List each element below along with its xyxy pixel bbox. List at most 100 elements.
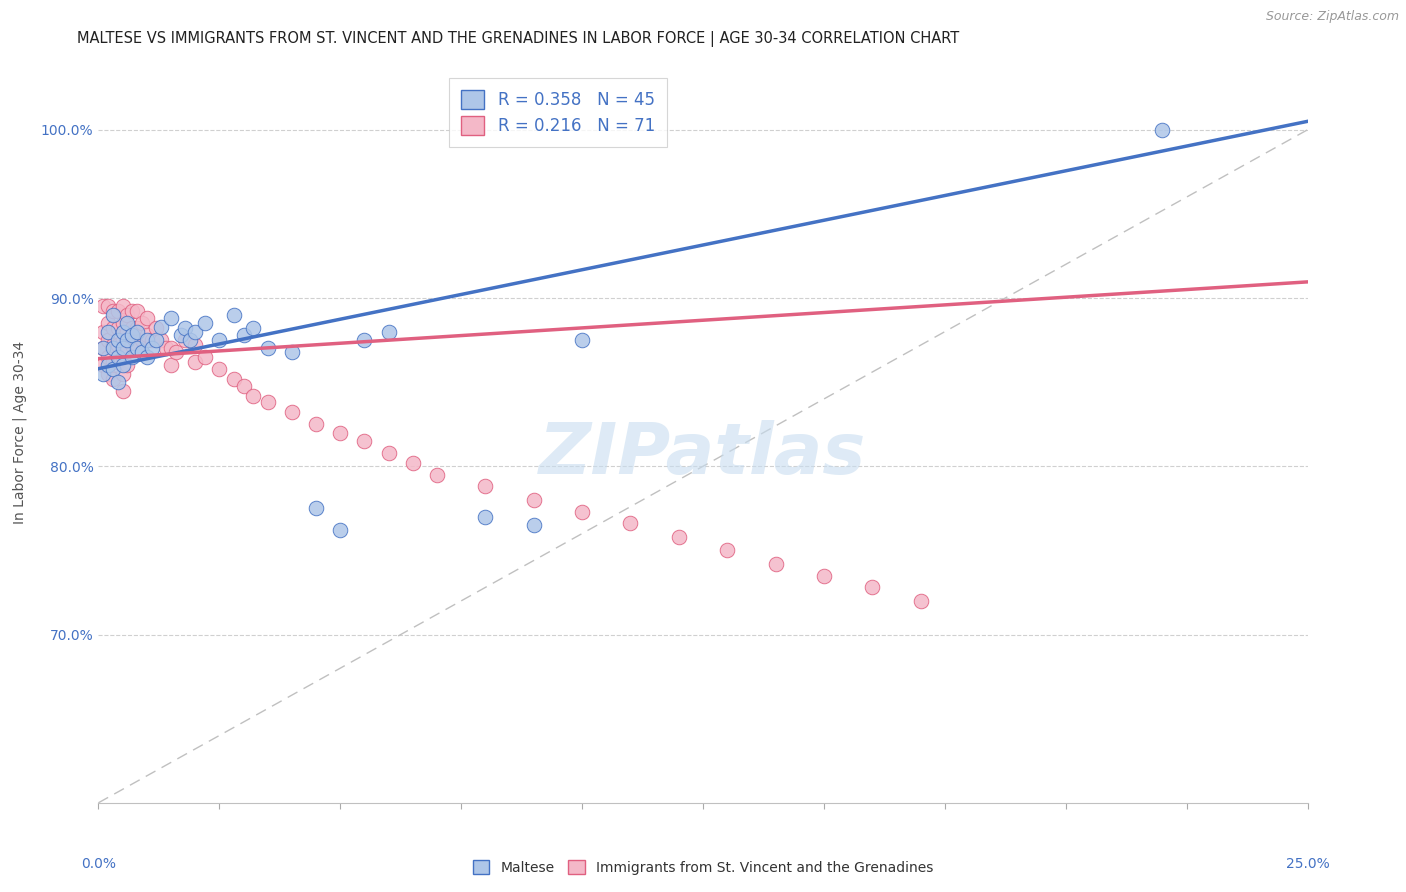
Point	[101, 304, 124, 318]
Point	[127, 325, 149, 339]
Point	[127, 338, 149, 352]
Y-axis label: In Labor Force | Age 30-34: In Labor Force | Age 30-34	[13, 341, 27, 524]
Point	[184, 325, 207, 339]
Text: 25.0%: 25.0%	[1285, 856, 1330, 871]
Point	[222, 372, 245, 386]
Point	[402, 456, 425, 470]
Point	[101, 338, 124, 352]
Point	[208, 333, 231, 347]
Point	[91, 342, 114, 356]
Point	[426, 467, 449, 482]
Point	[107, 333, 129, 347]
Point	[523, 492, 546, 507]
Point	[111, 333, 134, 347]
Point	[150, 333, 173, 347]
Point	[111, 384, 134, 398]
Point	[97, 359, 120, 373]
Point	[121, 321, 143, 335]
Point	[101, 321, 124, 335]
Point	[1152, 122, 1174, 136]
Point	[127, 321, 149, 335]
Point	[91, 367, 114, 381]
Point	[813, 568, 835, 582]
Point	[860, 581, 883, 595]
Point	[131, 344, 153, 359]
Point	[107, 304, 129, 318]
Point	[111, 350, 134, 364]
Point	[97, 367, 120, 381]
Text: Source: ZipAtlas.com: Source: ZipAtlas.com	[1265, 10, 1399, 22]
Point	[111, 316, 134, 330]
Point	[91, 325, 114, 339]
Point	[91, 342, 114, 356]
Point	[232, 328, 254, 343]
Point	[135, 328, 157, 343]
Point	[135, 333, 157, 347]
Point	[101, 308, 124, 322]
Point	[117, 325, 139, 339]
Point	[353, 333, 375, 347]
Point	[174, 321, 197, 335]
Point	[97, 300, 120, 314]
Point	[377, 325, 399, 339]
Point	[101, 355, 124, 369]
Point	[160, 359, 183, 373]
Point	[145, 333, 167, 347]
Point	[155, 342, 177, 356]
Point	[127, 342, 149, 356]
Point	[377, 446, 399, 460]
Point	[194, 350, 217, 364]
Point	[150, 319, 173, 334]
Point	[329, 425, 352, 440]
Point	[91, 359, 114, 373]
Point	[107, 375, 129, 389]
Text: 0.0%: 0.0%	[82, 856, 115, 871]
Point	[117, 359, 139, 373]
Point	[107, 355, 129, 369]
Point	[222, 308, 245, 322]
Point	[111, 300, 134, 314]
Point	[910, 594, 932, 608]
Point	[101, 342, 124, 356]
Point	[141, 342, 163, 356]
Point	[474, 509, 496, 524]
Point	[107, 338, 129, 352]
Point	[305, 417, 328, 432]
Point	[107, 350, 129, 364]
Point	[716, 543, 738, 558]
Point	[121, 328, 143, 343]
Text: MALTESE VS IMMIGRANTS FROM ST. VINCENT AND THE GRENADINES IN LABOR FORCE | AGE 3: MALTESE VS IMMIGRANTS FROM ST. VINCENT A…	[77, 31, 959, 47]
Point	[117, 333, 139, 347]
Point	[117, 342, 139, 356]
Text: ZIPatlas: ZIPatlas	[540, 420, 866, 490]
Point	[160, 311, 183, 326]
Point	[117, 308, 139, 322]
Point	[121, 338, 143, 352]
Point	[281, 344, 304, 359]
Point	[107, 321, 129, 335]
Point	[668, 530, 690, 544]
Point	[165, 344, 187, 359]
Point	[111, 367, 134, 381]
Point	[111, 325, 134, 339]
Point	[281, 405, 304, 419]
Point	[97, 316, 120, 330]
Point	[329, 523, 352, 537]
Point	[111, 359, 134, 373]
Point	[97, 350, 120, 364]
Point	[97, 333, 120, 347]
Point	[194, 316, 217, 330]
Point	[131, 333, 153, 347]
Legend: Maltese, Immigrants from St. Vincent and the Grenadines: Maltese, Immigrants from St. Vincent and…	[467, 855, 939, 880]
Point	[184, 355, 207, 369]
Point	[765, 557, 787, 571]
Point	[571, 505, 593, 519]
Point	[101, 372, 124, 386]
Point	[208, 361, 231, 376]
Point	[111, 342, 134, 356]
Point	[242, 321, 264, 335]
Point	[145, 321, 167, 335]
Point	[141, 333, 163, 347]
Point	[121, 350, 143, 364]
Point	[127, 304, 149, 318]
